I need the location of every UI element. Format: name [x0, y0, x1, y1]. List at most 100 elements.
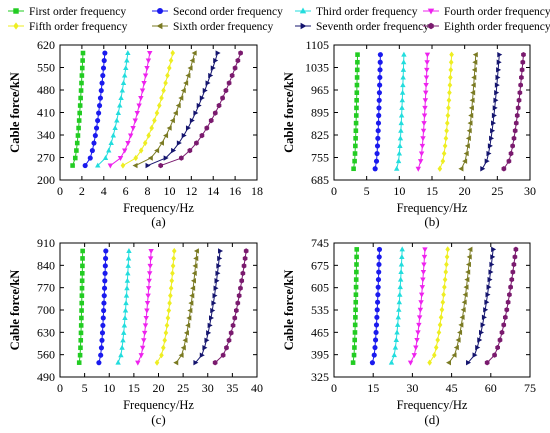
data-point: [178, 352, 184, 358]
data-point: [147, 155, 153, 161]
data-point: [511, 261, 517, 268]
data-point: [101, 300, 107, 306]
data-point: [353, 277, 359, 282]
data-point: [465, 261, 471, 268]
data-point: [189, 292, 195, 299]
data-point: [76, 118, 82, 123]
data-point: [115, 110, 122, 116]
y-tick-label: 685: [311, 173, 329, 187]
data-point: [398, 269, 404, 275]
data-point: [79, 73, 85, 78]
data-point: [518, 82, 523, 88]
data-point: [72, 155, 78, 161]
data-point: [447, 81, 453, 89]
data-point: [121, 329, 127, 335]
data-point: [371, 352, 377, 358]
legend-item: Third order frequency: [295, 6, 418, 18]
legend-item: Fourth order frequency: [423, 6, 550, 18]
data-point: [159, 94, 164, 102]
data-point: [141, 338, 147, 344]
series: [70, 50, 86, 168]
data-point: [230, 322, 236, 329]
y-tick-label: 465: [311, 325, 329, 339]
data-point: [417, 159, 424, 165]
data-point: [145, 293, 151, 299]
x-tick-label: 45: [446, 381, 458, 395]
data-point: [424, 60, 430, 66]
data-point: [376, 246, 383, 252]
data-point: [178, 155, 184, 161]
data-point: [399, 104, 405, 110]
data-point: [374, 150, 380, 157]
data-point: [89, 147, 95, 154]
legend-item: Eighth order frequency: [423, 21, 550, 33]
data-point: [445, 112, 451, 119]
data-point: [211, 300, 217, 306]
data-point: [423, 90, 429, 96]
data-point: [96, 110, 102, 116]
data-point: [399, 89, 406, 95]
data-point: [142, 323, 149, 329]
data-point: [352, 345, 357, 350]
data-point: [504, 307, 510, 313]
data-point: [139, 345, 146, 351]
data-point: [100, 72, 106, 79]
data-point: [501, 322, 507, 328]
data-point: [70, 163, 75, 168]
data-point: [199, 352, 205, 358]
data-point: [170, 270, 175, 277]
data-point: [204, 337, 210, 344]
data-point: [168, 285, 174, 292]
data-point: [480, 166, 486, 172]
data-point: [423, 75, 430, 81]
data-point: [478, 329, 484, 336]
data-point: [220, 95, 225, 101]
data-point: [462, 158, 468, 164]
data-point: [187, 147, 193, 154]
data-point: [494, 89, 500, 96]
data-point: [191, 50, 197, 56]
data-point: [142, 73, 149, 79]
data-point: [95, 117, 101, 124]
y-axis-label: Cable force/kN: [8, 270, 22, 351]
data-point: [205, 80, 211, 86]
data-point: [422, 105, 428, 111]
data-point: [353, 299, 359, 305]
data-point: [355, 52, 360, 57]
legend: First order frequency Second order freque…: [8, 6, 550, 33]
data-point: [125, 50, 131, 56]
data-point: [354, 75, 360, 80]
data-point: [141, 81, 147, 87]
data-point: [183, 80, 189, 86]
data-point: [422, 247, 428, 253]
data-point: [239, 278, 245, 284]
series: [158, 50, 243, 169]
data-point: [491, 120, 497, 126]
data-point: [158, 140, 164, 146]
data-point: [133, 154, 139, 162]
x-tick-label: 0: [331, 381, 337, 395]
data-point: [79, 278, 85, 284]
data-point: [101, 293, 107, 299]
data-point: [99, 337, 105, 343]
data-point: [79, 271, 85, 276]
y-tick-label: 410: [37, 106, 55, 120]
data-point: [397, 291, 403, 297]
data-point: [207, 322, 213, 329]
series: [173, 248, 199, 366]
data-point: [208, 315, 214, 321]
series: [446, 246, 473, 366]
data-point: [354, 262, 359, 267]
data-point: [212, 359, 218, 366]
series: [458, 51, 478, 172]
series: [407, 247, 428, 366]
data-point: [401, 51, 407, 57]
plot-frame: [333, 242, 531, 378]
data-point: [204, 125, 210, 131]
data-point: [509, 276, 515, 283]
y-tick-label: 340: [37, 128, 55, 142]
data-point: [193, 255, 199, 262]
data-point: [77, 110, 82, 116]
data-point: [373, 337, 379, 343]
data-point: [375, 277, 382, 283]
